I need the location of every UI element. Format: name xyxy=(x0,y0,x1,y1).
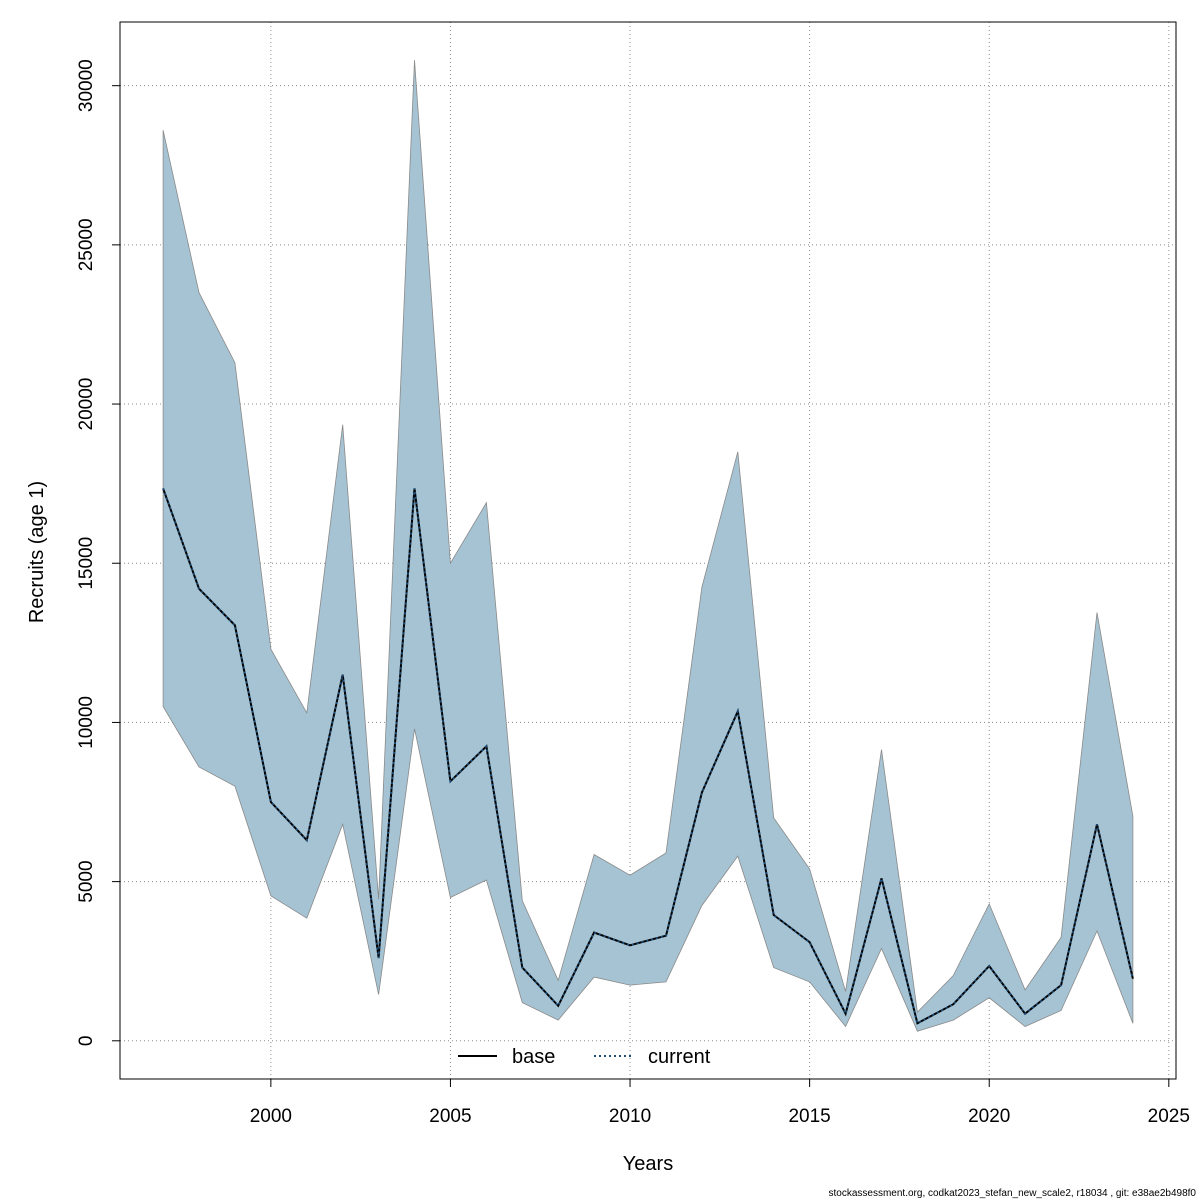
y-tick-label: 10000 xyxy=(76,696,97,749)
grid-layer xyxy=(120,22,1176,1079)
x-tick-label: 2025 xyxy=(1148,1106,1190,1127)
plot-frame xyxy=(119,21,1177,1080)
x-axis-title: Years xyxy=(623,1153,673,1175)
footer-note: stockassessment.org, codkat2023_stefan_n… xyxy=(829,1188,1197,1199)
x-tick-label: 2015 xyxy=(788,1106,830,1127)
legend: base current xyxy=(458,1046,711,1068)
x-tick-label: 2010 xyxy=(609,1106,651,1127)
y-tick-label: 0 xyxy=(76,1036,97,1047)
legend-label-base: base xyxy=(512,1046,555,1068)
y-tick-label: 30000 xyxy=(76,59,97,112)
confidence-band xyxy=(162,60,1134,1032)
x-tick-label: 2020 xyxy=(968,1106,1010,1127)
y-tick-label: 15000 xyxy=(76,537,97,590)
axes-layer: 2000 2005 2010 2015 2020 2025 0 5000 10000 15000 2… xyxy=(76,59,1190,1127)
y-tick-label: 20000 xyxy=(76,378,97,431)
x-tick-label: 2005 xyxy=(429,1106,471,1127)
series-line-current xyxy=(162,488,1134,1025)
y-tick-label: 5000 xyxy=(76,860,97,902)
x-tick-label: 2000 xyxy=(250,1106,292,1127)
y-axis-title: Recruits (age 1) xyxy=(26,481,48,623)
y-tick-label: 25000 xyxy=(76,218,97,271)
legend-label-current: current xyxy=(648,1046,711,1068)
